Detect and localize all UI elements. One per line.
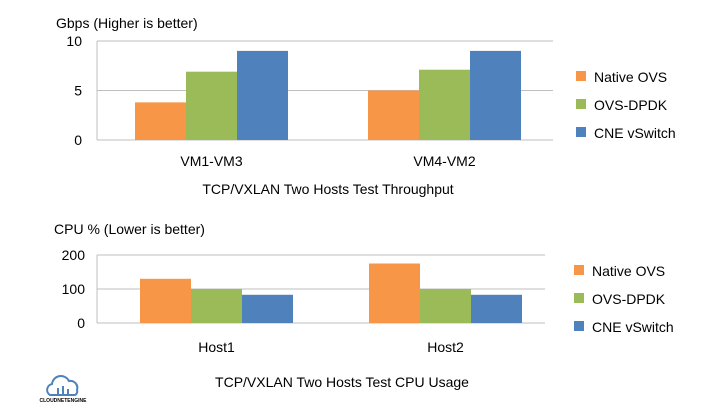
bar-native-ovs-vm4-vm2 — [368, 90, 419, 140]
legend-label: Native OVS — [594, 69, 667, 85]
category-label: VM1-VM3 — [180, 153, 242, 169]
bar-cne-vswitch-vm4-vm2 — [470, 50, 521, 140]
bar-ovs-dpdk-host2 — [420, 289, 471, 323]
cpu-chart: CPU % (Lower is better) TCP/VXLAN Two Ho… — [54, 221, 674, 390]
legend-label: CNE vSwitch — [592, 319, 674, 335]
legend-swatch — [576, 99, 586, 109]
bar-cne-vswitch-host2 — [471, 294, 522, 323]
legend-label: CNE vSwitch — [594, 125, 676, 141]
cpu-y-axis-label: CPU % (Lower is better) — [54, 221, 205, 237]
bar-ovs-dpdk-vm1-vm3 — [186, 71, 237, 140]
y-tick-label: 0 — [74, 132, 82, 148]
legend-label: Native OVS — [592, 263, 665, 279]
y-tick-label: 5 — [74, 83, 82, 99]
legend-swatch — [576, 127, 586, 137]
cpu-x-axis-label: TCP/VXLAN Two Hosts Test CPU Usage — [215, 374, 469, 390]
y-tick-label: 0 — [77, 315, 85, 331]
bar-cne-vswitch-host1 — [242, 294, 293, 323]
legend-swatch — [574, 265, 584, 275]
y-tick-label: 200 — [62, 247, 86, 263]
cloud-logo-icon — [46, 375, 79, 396]
legend-swatch — [576, 71, 586, 81]
legend-label: OVS-DPDK — [594, 97, 668, 113]
bar-native-ovs-host2 — [369, 263, 420, 323]
bar-ovs-dpdk-host1 — [191, 289, 242, 323]
y-tick-label: 100 — [62, 281, 86, 297]
bar-ovs-dpdk-vm4-vm2 — [419, 69, 470, 140]
legend-swatch — [574, 321, 584, 331]
bar-cne-vswitch-vm1-vm3 — [237, 50, 288, 140]
y-tick-label: 10 — [66, 33, 82, 49]
bar-native-ovs-vm1-vm3 — [135, 102, 186, 140]
company-logo: CLOUDNETENGINE — [40, 375, 88, 404]
throughput-y-axis-label: Gbps (Higher is better) — [56, 15, 198, 31]
bar-native-ovs-host1 — [140, 278, 191, 323]
legend-swatch — [574, 293, 584, 303]
throughput-chart: Gbps (Higher is better) TCP/VXLAN Two Ho… — [56, 15, 676, 197]
category-label: VM4-VM2 — [413, 153, 475, 169]
logo-text: CLOUDNETENGINE — [40, 398, 88, 404]
category-label: Host1 — [198, 339, 235, 355]
legend-label: OVS-DPDK — [592, 291, 666, 307]
throughput-x-axis-label: TCP/VXLAN Two Hosts Test Throughput — [202, 181, 453, 197]
category-label: Host2 — [427, 339, 464, 355]
